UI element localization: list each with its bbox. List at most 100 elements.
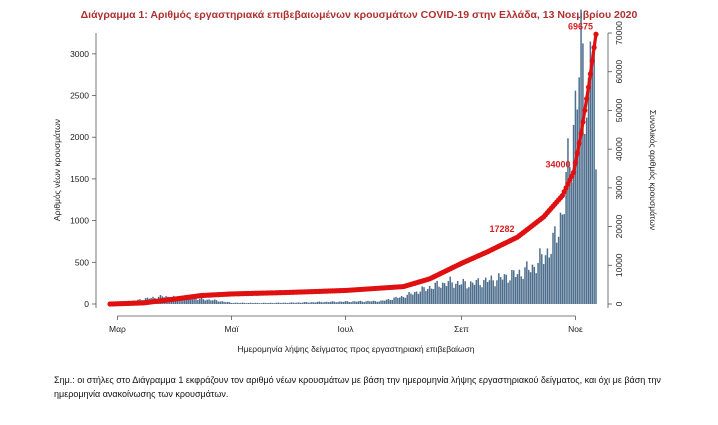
bar [294,302,296,304]
cumulative-point [580,119,586,125]
bar [400,296,403,304]
bar [288,302,291,304]
cumulative-point [582,107,588,114]
bar [535,273,537,304]
bar [468,287,470,304]
bar [589,41,592,304]
bar [284,302,287,304]
cumulative-point [559,193,565,199]
bar [492,280,494,304]
bar [268,302,270,304]
bar [513,270,515,304]
bar [359,300,362,304]
chart-title: Διάγραμμα 1: Αριθμός εργαστηριακά επιβεβ… [80,9,638,21]
bar [316,301,319,304]
bar [380,300,382,304]
bar [544,255,547,304]
bar [344,301,347,304]
bar [527,269,530,304]
bar [580,9,582,305]
bar [550,253,552,304]
bar [198,298,201,304]
bar [206,299,208,304]
y-tick-label: 3000 [70,49,89,59]
bar [279,302,281,304]
bar [501,279,504,304]
bar [471,282,474,304]
y2-tick-label: 10000 [614,253,624,277]
bar [483,280,485,304]
chart-note: Σημ.: οι στήλες στο Διάγραμμα 1 εκφράζου… [54,375,661,399]
bar [228,302,231,304]
bar [498,273,500,304]
bar [234,302,236,304]
x-tick-label: Ιουλ [338,324,355,334]
bar [479,285,481,304]
bar [204,300,207,304]
bar [509,280,511,304]
bar [193,298,195,304]
bar [264,302,266,304]
bar [473,284,476,304]
y2-tick-label: 60000 [614,60,624,84]
bar [187,297,190,304]
cumulative-point [574,150,580,156]
bar [217,301,220,304]
bar [329,301,332,304]
cumulative-point [584,96,590,102]
bar [290,302,293,304]
bar [458,284,461,304]
bar [298,302,300,304]
bar [327,302,330,304]
bar [337,301,339,304]
bar [232,303,235,304]
bar [247,302,250,304]
bar [374,301,377,304]
bar [270,302,272,304]
bar [245,303,248,304]
bar [372,300,375,304]
bar [346,301,349,304]
cumulative-point [561,189,567,195]
bar [370,301,373,304]
bar [421,286,423,304]
bar [367,300,369,304]
bar [184,299,186,304]
bar [296,302,298,304]
bar [262,302,265,304]
bar [384,300,386,304]
bar [531,264,534,304]
bar [559,212,562,304]
bar [249,302,251,304]
x-tick-label: Νοε [568,324,583,334]
bar [505,274,508,304]
bar [440,287,442,304]
bar [494,286,496,304]
y2-tick-label: 70000 [614,21,624,45]
bar [339,301,341,304]
bar [518,269,521,304]
bar [570,182,573,304]
cumulative-point [572,160,579,166]
bar [243,302,246,304]
bar [350,302,352,304]
bar [348,302,351,304]
bar [443,283,446,304]
bar [447,281,450,304]
bar [423,287,425,304]
bar [307,302,309,304]
bar [441,282,444,304]
bar [225,302,227,304]
bar [189,299,192,304]
annotation-label: 69675 [568,21,593,31]
bar [526,261,528,304]
bar [451,282,453,304]
bar [456,281,459,304]
bar [539,248,541,304]
bar [410,293,412,304]
y-axis-title: Αριθμός νέων κρουσμάτων [52,119,62,221]
bar [514,277,517,304]
cumulative-point [570,169,577,175]
bar [389,300,392,304]
bar [283,302,285,304]
